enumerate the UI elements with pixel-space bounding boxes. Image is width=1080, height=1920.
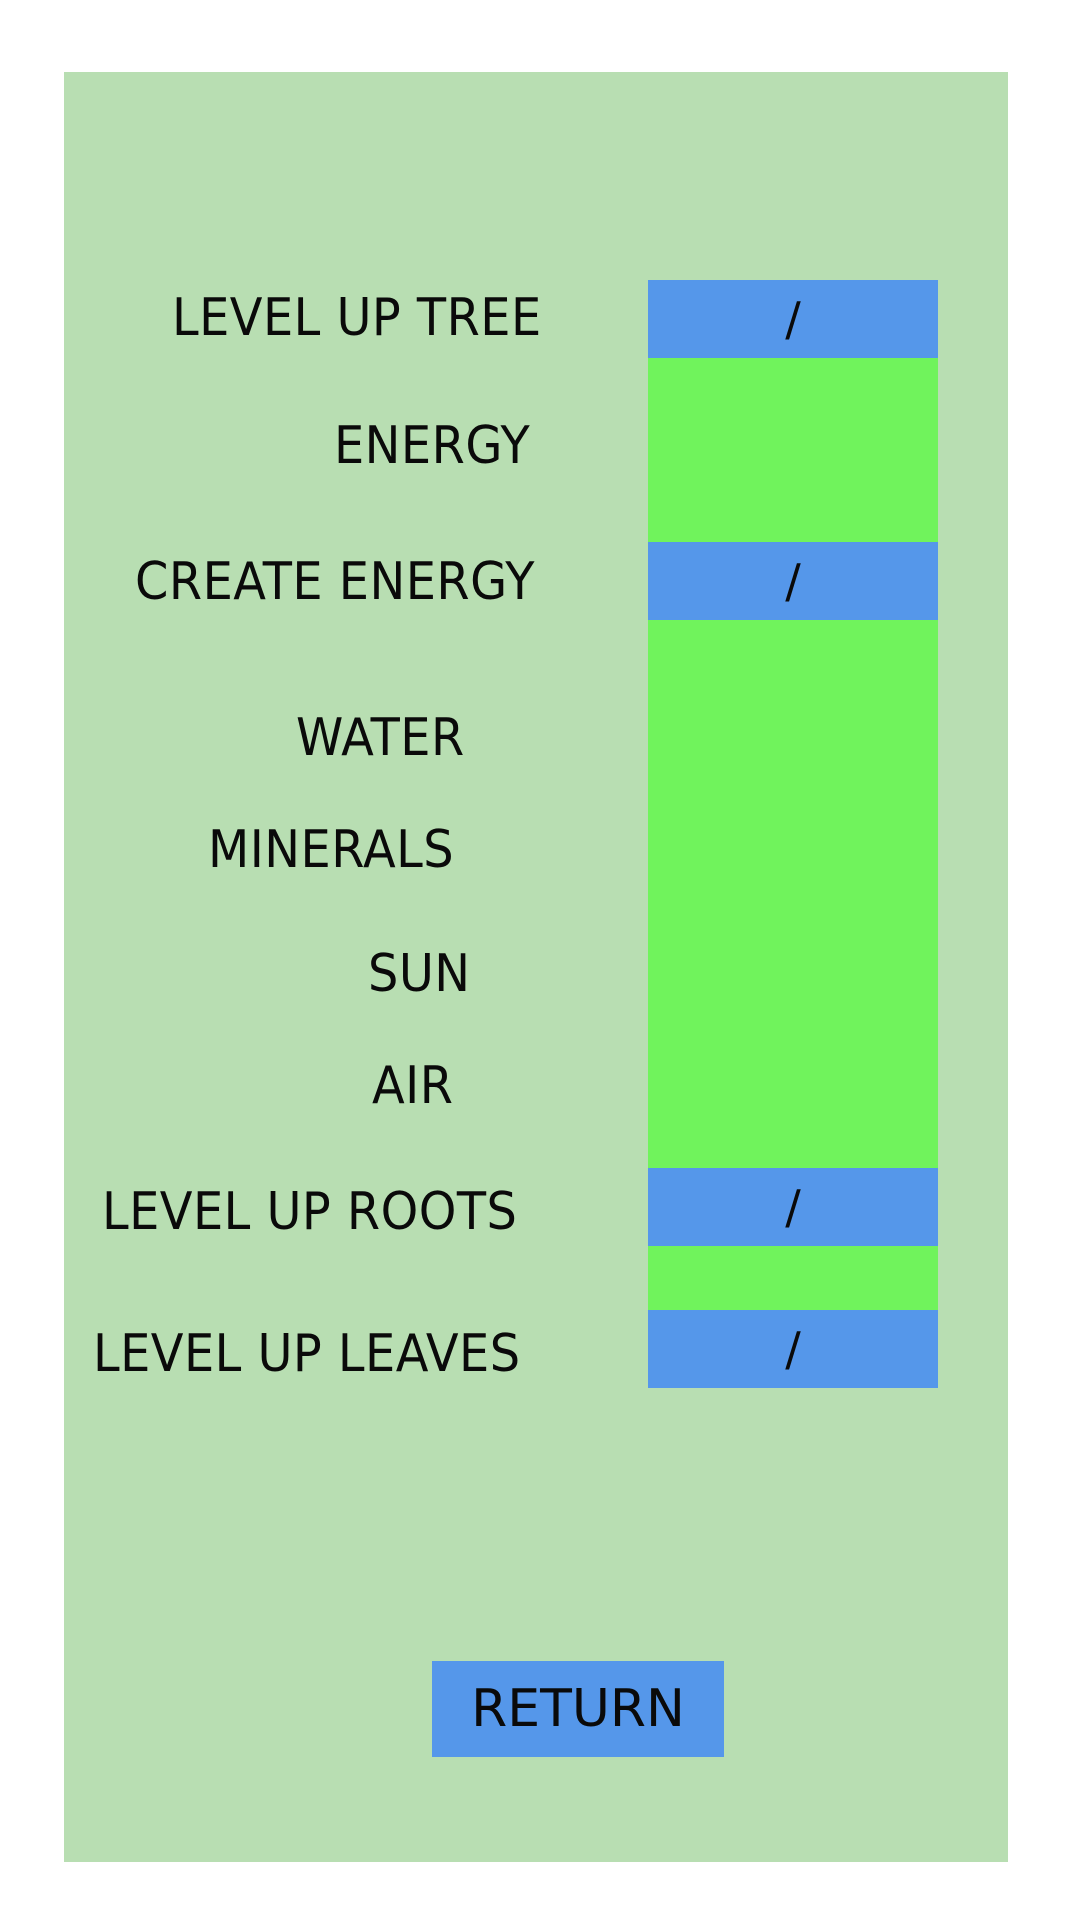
energy-label: ENERGY [334,416,531,476]
level-up-tree-label: LEVEL UP TREE [172,288,542,348]
energy-display-area [648,358,938,542]
create-energy-button[interactable]: / [648,542,938,620]
level-up-roots-button[interactable]: / [648,1168,938,1246]
air-label: AIR [372,1056,454,1116]
resources-display-area [648,620,938,1168]
level-up-leaves-label: LEVEL UP LEAVES [93,1324,521,1384]
sun-label: SUN [368,944,471,1004]
level-up-roots-label: LEVEL UP ROOTS [102,1182,518,1242]
return-button[interactable]: RETURN [432,1661,724,1757]
level-up-leaves-button[interactable]: / [648,1310,938,1388]
roots-leaves-spacer [648,1246,938,1310]
level-up-tree-button[interactable]: / [648,280,938,358]
water-label: WATER [296,708,465,768]
minerals-label: MINERALS [208,820,455,880]
create-energy-label: CREATE ENERGY [135,552,535,612]
